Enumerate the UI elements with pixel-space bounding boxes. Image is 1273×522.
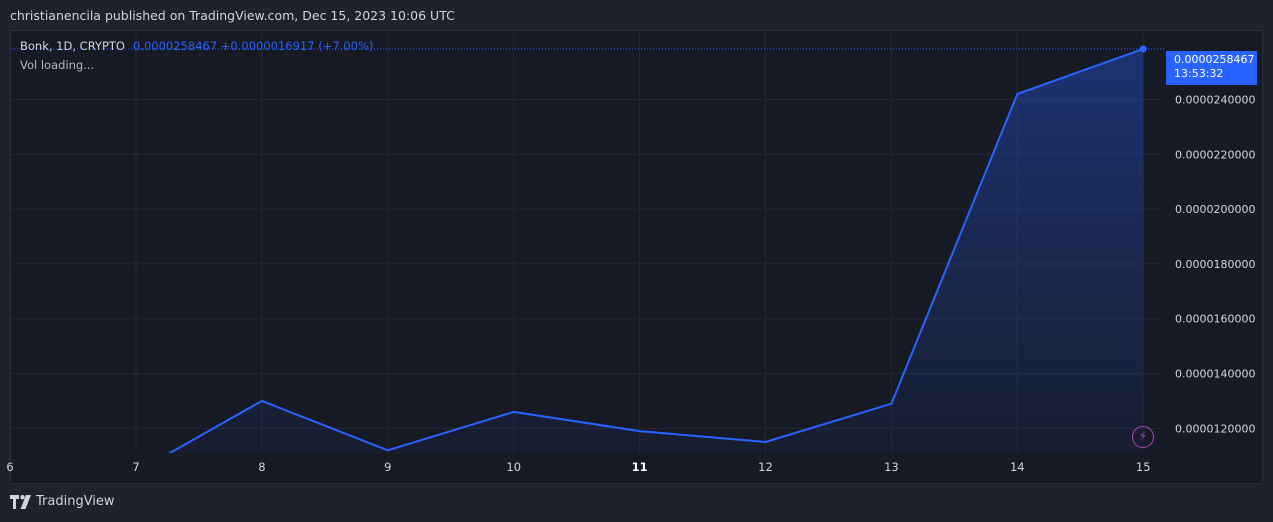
last-price-marker	[1139, 45, 1147, 53]
legend-symbol: Bonk, 1D, CRYPTO	[20, 39, 125, 53]
volume-status: Vol loading...	[20, 58, 95, 72]
x-tick-label: 10	[506, 460, 521, 474]
series-line	[167, 47, 1144, 453]
lightning-icon[interactable]: ⚡	[1132, 426, 1154, 448]
y-tick-label: 0.0000140000	[1175, 368, 1255, 381]
x-tick-label: 11	[632, 460, 648, 474]
y-tick-label: 0.0000220000	[1175, 148, 1255, 161]
y-tick-label: 0.0000160000	[1175, 313, 1255, 326]
bar-countdown: 13:53:32	[1174, 67, 1224, 80]
x-tick-label: 13	[884, 460, 899, 474]
x-tick-label: 6	[6, 460, 13, 474]
brand-footer[interactable]: TradingView	[10, 494, 115, 509]
publisher-caption: christianencila published on TradingView…	[10, 8, 455, 23]
y-tick-label: 0.0000240000	[1175, 94, 1255, 107]
brand-name: TradingView	[36, 494, 115, 509]
last-price-value: 0.0000258467	[1174, 53, 1255, 66]
y-tick-label: 0.0000180000	[1175, 258, 1255, 271]
x-tick-label: 7	[132, 460, 139, 474]
x-tick-label: 14	[1010, 460, 1025, 474]
chart-legend: Bonk, 1D, CRYPTO 0.0000258467 +0.00000169…	[20, 39, 373, 53]
tradingview-logo	[10, 494, 31, 509]
x-tick-label: 8	[258, 460, 265, 474]
y-tick-label: 0.0000120000	[1175, 422, 1255, 435]
legend-values: 0.0000258467 +0.0000016917 (+7.00%)	[133, 39, 374, 53]
last-price-badge: 0.0000258467 13:53:32	[1166, 51, 1257, 85]
x-tick-label: 9	[384, 460, 391, 474]
series-area-fill	[11, 48, 1144, 453]
x-tick-label: 12	[758, 460, 773, 474]
y-tick-label: 0.0000200000	[1175, 203, 1255, 216]
x-tick-label: 15	[1136, 460, 1151, 474]
